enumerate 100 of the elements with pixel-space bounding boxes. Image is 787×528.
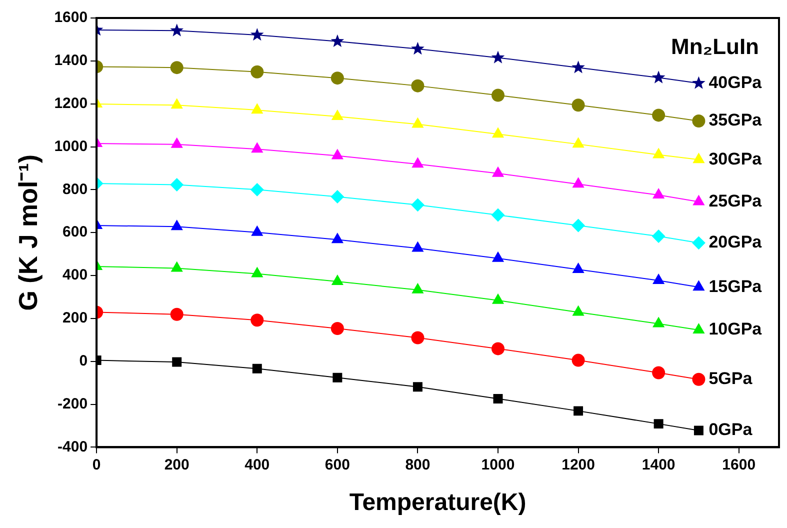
point: [330, 190, 344, 204]
point: [251, 267, 263, 278]
point: [332, 372, 342, 382]
point: [572, 178, 584, 188]
point: [492, 342, 504, 356]
point: [330, 34, 344, 48]
point: [572, 138, 584, 148]
point: [250, 183, 264, 196]
x-tick-label: 1400: [642, 456, 676, 474]
y-tick-label: 400: [62, 266, 88, 284]
point: [252, 364, 262, 374]
y-tick-label: 800: [62, 180, 88, 198]
y-tick-label: 600: [62, 224, 88, 241]
point: [652, 108, 666, 122]
point: [251, 226, 263, 236]
point: [411, 331, 424, 344]
point: [572, 98, 585, 112]
point: [171, 98, 183, 109]
series-label: 35GPa: [708, 110, 762, 130]
point: [692, 114, 706, 128]
point: [492, 166, 504, 177]
point: [572, 306, 584, 316]
point: [493, 394, 503, 404]
point: [572, 219, 585, 232]
point: [652, 188, 664, 199]
point: [412, 382, 422, 392]
point: [411, 79, 424, 92]
point: [170, 178, 184, 192]
series-label: 20GPa: [708, 232, 762, 252]
point: [412, 158, 424, 168]
point: [171, 262, 183, 272]
point: [652, 230, 666, 243]
point: [251, 104, 263, 114]
point: [412, 242, 424, 252]
x-tick-label: 200: [164, 456, 190, 474]
point: [332, 110, 344, 120]
y-axis-title: G (K J mol⁻¹): [12, 154, 43, 311]
point: [652, 70, 666, 84]
point: [492, 294, 504, 304]
point: [412, 283, 424, 294]
text: Mn₂LuIn: [671, 34, 759, 60]
point: [491, 50, 505, 64]
series-label: 25GPa: [708, 191, 762, 210]
point: [172, 357, 182, 367]
point: [332, 275, 344, 286]
point: [250, 65, 264, 78]
point: [572, 60, 585, 74]
point: [693, 195, 704, 206]
point: [250, 314, 264, 327]
x-tick-label: 1200: [562, 456, 595, 474]
point: [250, 28, 264, 41]
y-tick-label: 1600: [54, 9, 88, 26]
point: [654, 419, 664, 429]
point: [572, 354, 585, 367]
point: [492, 128, 504, 138]
x-tick-label: 1600: [722, 456, 756, 474]
point: [170, 61, 184, 74]
x-tick-label: 0: [92, 456, 101, 474]
series-label: 5GPa: [708, 369, 753, 388]
x-tick-label: 1000: [481, 456, 515, 474]
point: [492, 88, 504, 102]
point: [411, 198, 424, 212]
series-label: 15GPa: [708, 276, 762, 296]
y-tick-label: 200: [62, 310, 88, 327]
point: [412, 118, 424, 128]
point: [332, 233, 344, 244]
point: [693, 324, 704, 334]
y-tick-label: 1200: [54, 94, 88, 112]
point: [170, 24, 184, 36]
point: [693, 153, 704, 164]
x-tick-label: 400: [244, 456, 270, 474]
x-tick-label: 800: [405, 456, 430, 474]
y-tick-label: -200: [58, 395, 88, 412]
y-tick-label: 1000: [54, 138, 88, 155]
point: [652, 366, 666, 380]
point: [652, 148, 664, 158]
y-tick-label: 1400: [54, 52, 88, 70]
y-tick-label: -400: [58, 438, 88, 456]
point: [492, 252, 504, 262]
point: [330, 72, 344, 85]
x-axis-title: Temperature(K): [349, 489, 526, 516]
point: [693, 280, 704, 291]
series-label: 10GPa: [708, 320, 762, 339]
point: [332, 149, 344, 160]
y-tick-label: 0: [79, 352, 88, 370]
point: [171, 138, 183, 148]
point: [692, 76, 706, 89]
point: [574, 406, 584, 416]
point: [170, 308, 184, 321]
point: [572, 263, 584, 274]
point: [492, 208, 504, 222]
point: [652, 317, 664, 328]
point: [330, 322, 344, 336]
point: [694, 426, 704, 436]
point: [411, 42, 424, 55]
series-label: 40GPa: [708, 72, 762, 92]
series-label: 30GPa: [708, 149, 762, 168]
series-label: 0GPa: [708, 420, 753, 440]
point: [692, 372, 706, 386]
point: [692, 236, 706, 250]
